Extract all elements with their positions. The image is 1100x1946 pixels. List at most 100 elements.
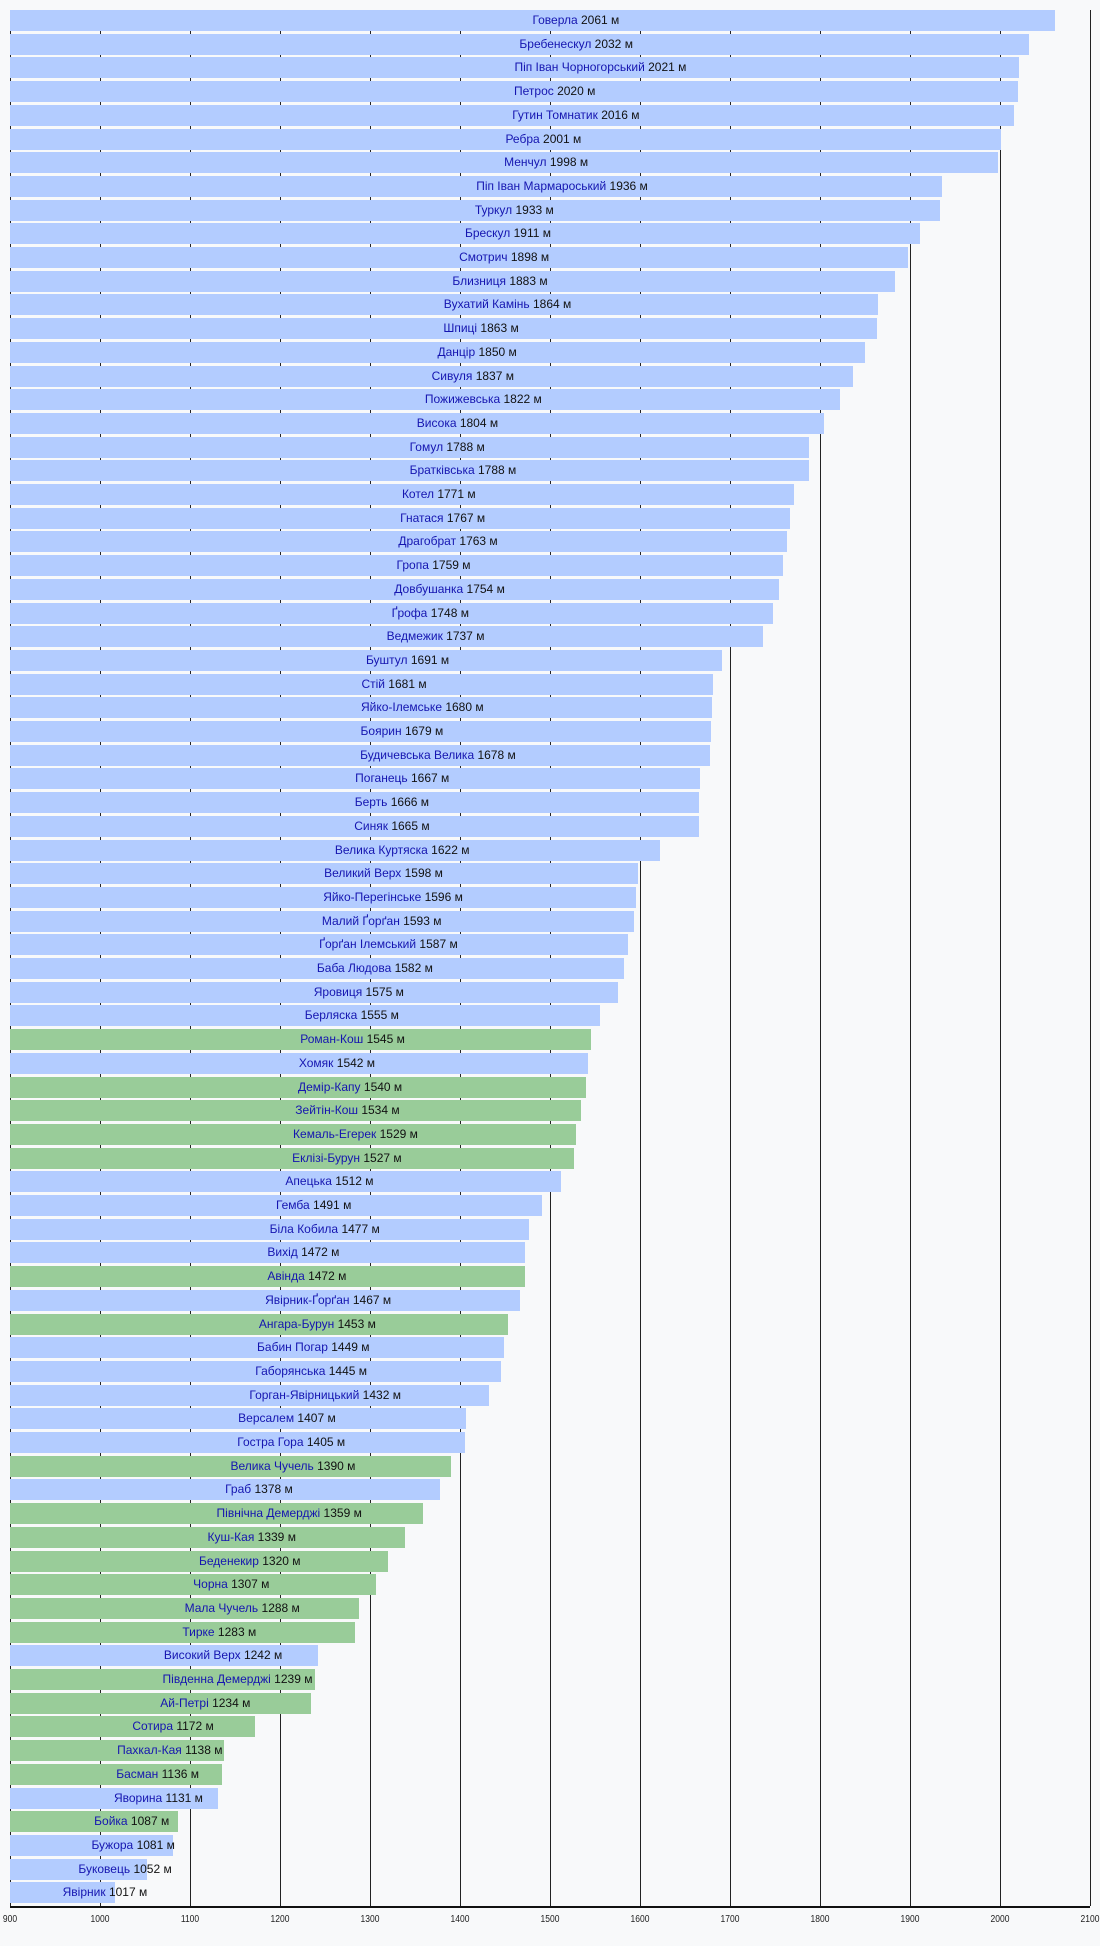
mountain-name-link[interactable]: Біла Кобила [269, 1221, 339, 1236]
mountain-name-link[interactable]: Менчул [504, 155, 547, 170]
mountain-name-link[interactable]: Горган-Явірницький [249, 1387, 360, 1402]
mountain-name-link[interactable]: Велика Куртяска [334, 842, 428, 857]
mountain-name-link[interactable]: Піп Іван Мармароський [476, 178, 607, 193]
mountain-name-link[interactable]: Тирке [182, 1624, 215, 1639]
bar [10, 649, 722, 671]
mountain-name-link[interactable]: Пахкал-Кая [117, 1743, 182, 1758]
mountain-name-link[interactable]: Південна Демерджі [162, 1672, 271, 1686]
mountain-name-link[interactable]: Сотира [132, 1719, 174, 1734]
mountain-name-link[interactable]: Берть [354, 795, 388, 810]
mountain-name-link[interactable]: Беденекир [199, 1553, 259, 1568]
mountain-name-link[interactable]: Кемаль-Егерек [293, 1126, 377, 1141]
mountain-name-link[interactable]: Баба Людова [316, 961, 392, 975]
mountain-name-link[interactable]: Роман-Кош [300, 1032, 364, 1047]
mountain-name-link[interactable]: Буштул [365, 652, 408, 667]
mountain-name-link[interactable]: Еклізі-Бурун [292, 1150, 361, 1165]
mountain-name-link[interactable]: Близниця [452, 273, 506, 288]
x-tick-label: 1900 [900, 1914, 920, 1925]
bar-label: Високий Верх 1242 м [164, 1645, 282, 1666]
mountain-name-link[interactable]: Говерла [532, 13, 578, 27]
mountain-name-link[interactable]: Пожижевська [424, 392, 501, 407]
mountain-name-link[interactable]: Шпиці [443, 321, 478, 336]
mountain-name-link[interactable]: Гутин Томнатик [512, 107, 598, 122]
bar-label: Берляска 1555 м [305, 1005, 399, 1026]
mountain-name-link[interactable]: Поганець [355, 771, 408, 786]
bar-value-label: 1540 м [360, 1079, 403, 1094]
mountain-name-link[interactable]: Довбушанка [394, 581, 464, 596]
mountain-name-link[interactable]: Смотрич [459, 250, 508, 264]
mountain-name-link[interactable]: Будичевська Велика [360, 747, 475, 762]
mountain-name-link[interactable]: Брескул [464, 226, 511, 241]
mountain-name-link[interactable]: Басман [116, 1766, 159, 1781]
mountain-name-link[interactable]: Гропа [396, 558, 429, 573]
mountain-name-link[interactable]: Версалем [238, 1411, 295, 1426]
bar-value-label: 1598 м [401, 866, 443, 881]
mountain-name-link[interactable]: Зейтін-Кош [295, 1103, 358, 1118]
mountain-name-link[interactable]: Малий Ґорґан [321, 913, 400, 928]
bar-label: Мала Чучель 1288 м [185, 1598, 300, 1619]
mountain-name-link[interactable]: Берляска [304, 1008, 358, 1023]
mountain-name-link[interactable]: Яровиця [313, 984, 363, 999]
mountain-name-link[interactable]: Драгобрат [398, 534, 457, 549]
mountain-name-link[interactable]: Куш-Кая [207, 1529, 255, 1544]
bar-label: Драгобрат 1763 м [398, 531, 497, 552]
mountain-name-link[interactable]: Габорянська [255, 1363, 326, 1378]
mountain-name-link[interactable]: Гомул [409, 439, 444, 454]
mountain-name-link[interactable]: Яйко-Ілемське [361, 700, 442, 715]
mountain-name-link[interactable]: Мала Чучель [184, 1600, 259, 1615]
mountain-name-link[interactable]: Буковець [78, 1861, 131, 1876]
mountain-name-link[interactable]: Північна Демерджі [216, 1506, 321, 1521]
mountain-name-link[interactable]: Данцір [437, 344, 476, 359]
mountain-name-link[interactable]: Вихід [267, 1245, 298, 1260]
mountain-name-link[interactable]: Братківська [409, 463, 475, 478]
bar-label: Демір-Капу 1540 м [298, 1077, 402, 1098]
bar [10, 1503, 424, 1525]
mountain-name-link[interactable]: Бребенескул [519, 36, 592, 51]
mountain-name-link[interactable]: Бабин Погар [257, 1340, 328, 1355]
bar [10, 341, 865, 363]
bar-label: Південна Демерджі 1239 м [163, 1669, 313, 1690]
bar-label: Гутин Томнатик 2016 м [512, 105, 639, 126]
bar-label: Кемаль-Егерек 1529 м [293, 1124, 418, 1145]
mountain-name-link[interactable]: Яворина [113, 1790, 163, 1805]
bar [10, 1740, 225, 1762]
mountain-name-link[interactable]: Піп Іван Чорногорський [514, 60, 645, 75]
mountain-name-link[interactable]: Гнатася [400, 510, 444, 525]
mountain-name-link[interactable]: Висока [416, 415, 457, 430]
mountain-name-link[interactable]: Боярин [360, 724, 402, 738]
mountain-name-link[interactable]: Граб [225, 1482, 252, 1497]
mountain-name-link[interactable]: Гемба [275, 1198, 310, 1212]
mountain-name-link[interactable]: Ай-Петрі [160, 1695, 209, 1710]
mountain-name-link[interactable]: Ґорґан Ілемський [319, 937, 417, 952]
bar-value-label: 2001 м [539, 131, 582, 146]
bar [10, 1313, 508, 1335]
mountain-name-link[interactable]: Котел [401, 487, 434, 501]
mountain-name-link[interactable]: Апецька [285, 1174, 332, 1189]
mountain-name-link[interactable]: Ведмежик [386, 629, 443, 644]
mountain-name-link[interactable]: Вухатий Камінь [443, 297, 530, 312]
mountain-name-link[interactable]: Високий Верх [163, 1648, 241, 1663]
mountain-name-link[interactable]: Авінда [267, 1269, 305, 1284]
mountain-name-link[interactable]: Явірник-Ґорґан [265, 1292, 350, 1307]
mountain-name-link[interactable]: Великий Верх [324, 866, 402, 881]
mountain-name-link[interactable]: Туркул [474, 202, 513, 217]
mountain-name-link[interactable]: Велика Чучель [230, 1458, 314, 1473]
mountain-name-link[interactable]: Явірник [62, 1885, 106, 1900]
mountain-name-link[interactable]: Ребра [505, 131, 540, 146]
mountain-name-link[interactable]: Синяк [354, 818, 388, 833]
mountain-name-link[interactable]: Гостра Гора [237, 1435, 304, 1449]
bar-value-label: 2032 м [591, 36, 633, 51]
mountain-name-link[interactable]: Бойка [94, 1814, 128, 1829]
bar-value-label: 2016 м [597, 107, 640, 122]
mountain-name-link[interactable]: Хомяк [298, 1055, 334, 1070]
bar [10, 33, 1029, 55]
mountain-name-link[interactable]: Бужора [91, 1837, 134, 1852]
mountain-name-link[interactable]: Стій [361, 676, 385, 691]
mountain-name-link[interactable]: Ангара-Бурун [258, 1316, 335, 1331]
mountain-name-link[interactable]: Чорна [193, 1577, 228, 1592]
mountain-name-link[interactable]: Петрос [514, 84, 558, 99]
mountain-name-link[interactable]: Яйко-Перегінське [323, 889, 422, 904]
mountain-name-link[interactable]: Сивуля [431, 368, 473, 383]
mountain-name-link[interactable]: Ґрофа [391, 605, 428, 620]
mountain-name-link[interactable]: Демір-Капу [298, 1079, 361, 1094]
